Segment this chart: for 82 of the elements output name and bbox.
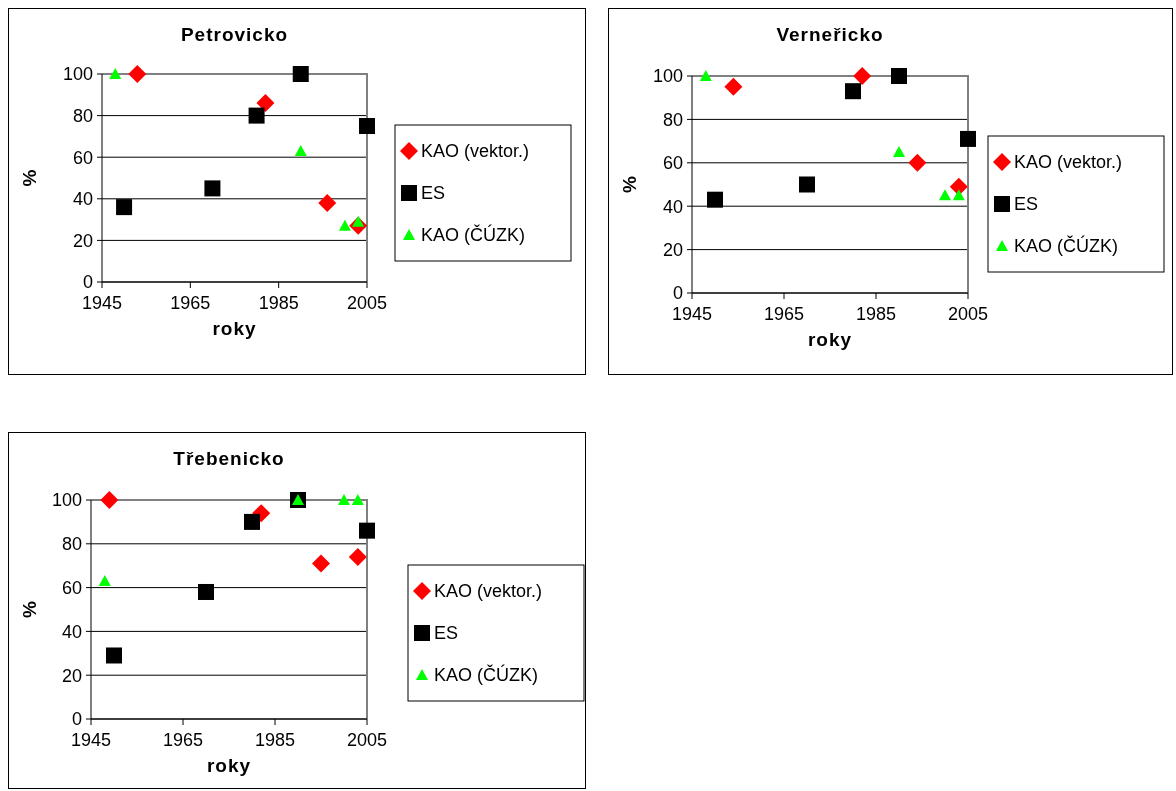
- y-tick-label: 40: [61, 621, 82, 642]
- point: [853, 67, 872, 85]
- point: [908, 153, 927, 172]
- point: [952, 189, 965, 201]
- x-tick-label: 1965: [170, 293, 211, 313]
- y-tick-label: 100: [51, 490, 82, 511]
- legend-label: ES: [434, 623, 459, 644]
- x-axis-title: roky: [807, 329, 853, 350]
- point: [198, 583, 214, 600]
- point: [893, 145, 905, 157]
- point: [248, 107, 265, 124]
- point: [359, 522, 375, 539]
- x-tick-label: 2005: [346, 730, 388, 750]
- point: [338, 494, 350, 505]
- legend-label: KAO (vektor.): [421, 141, 530, 162]
- point: [244, 513, 260, 530]
- legend-label: KAO (vektor.): [1014, 152, 1123, 173]
- point: [348, 547, 367, 566]
- point: [294, 144, 307, 156]
- y-tick-label: 100: [652, 66, 683, 87]
- point: [845, 83, 861, 100]
- legend-label: ES: [421, 183, 446, 204]
- point: [338, 219, 351, 231]
- y-tick-label: 80: [662, 109, 683, 130]
- y-axis-title: %: [19, 169, 40, 187]
- chart-title: Třebenicko: [173, 448, 285, 469]
- point: [116, 199, 133, 216]
- x-axis-title: roky: [212, 318, 257, 339]
- point: [312, 554, 330, 573]
- x-tick-label: 2005: [947, 304, 989, 324]
- point: [799, 176, 815, 193]
- point: [724, 77, 743, 96]
- x-tick-label: 2005: [346, 293, 388, 313]
- x-tick-label: 1985: [855, 304, 897, 324]
- y-tick-label: 80: [72, 105, 93, 126]
- y-tick-label: 60: [662, 153, 683, 174]
- x-tick-label: 1985: [258, 293, 299, 313]
- point: [699, 70, 712, 81]
- y-tick-label: 0: [672, 283, 683, 304]
- legend-label: KAO (ČÚZK): [434, 664, 539, 686]
- point: [292, 66, 309, 82]
- point: [256, 94, 275, 113]
- point: [891, 68, 907, 84]
- point: [318, 193, 337, 212]
- point: [359, 118, 375, 134]
- point: [106, 647, 122, 664]
- point: [98, 575, 111, 587]
- legend-label: KAO (ČÚZK): [421, 224, 526, 246]
- x-axis-title: roky: [206, 755, 252, 776]
- legend-label: ES: [1014, 194, 1039, 215]
- x-tick-label: 1965: [162, 730, 204, 750]
- y-tick-label: 80: [61, 534, 82, 555]
- y-axis-title: %: [619, 175, 640, 193]
- x-tick-label: 1945: [81, 293, 123, 313]
- chart-title: Petrovicko: [180, 24, 289, 45]
- y-tick-label: 0: [82, 272, 93, 293]
- point: [204, 180, 221, 197]
- point: [128, 65, 147, 83]
- y-tick-label: 60: [72, 147, 93, 168]
- x-tick-label: 1985: [254, 730, 296, 750]
- legend-label: KAO (ČÚZK): [1014, 235, 1119, 257]
- y-tick-label: 40: [662, 196, 683, 217]
- y-tick-label: 40: [72, 189, 93, 210]
- y-tick-label: 60: [61, 577, 82, 598]
- y-axis-title: %: [19, 600, 40, 618]
- chart-title: Verneřicko: [776, 24, 884, 45]
- y-tick-label: 20: [662, 239, 683, 260]
- point: [351, 494, 364, 505]
- x-tick-label: 1945: [671, 304, 713, 324]
- x-tick-label: 1945: [70, 730, 112, 750]
- x-tick-label: 1965: [763, 304, 805, 324]
- point: [960, 130, 976, 147]
- point: [109, 68, 122, 79]
- point: [949, 177, 968, 196]
- y-tick-label: 20: [72, 230, 93, 251]
- y-tick-label: 20: [61, 665, 82, 686]
- y-tick-label: 100: [62, 64, 93, 85]
- legend-label: KAO (vektor.): [434, 581, 543, 602]
- y-tick-label: 0: [71, 709, 82, 730]
- point: [100, 491, 119, 509]
- point: [707, 191, 723, 208]
- point: [939, 189, 951, 201]
